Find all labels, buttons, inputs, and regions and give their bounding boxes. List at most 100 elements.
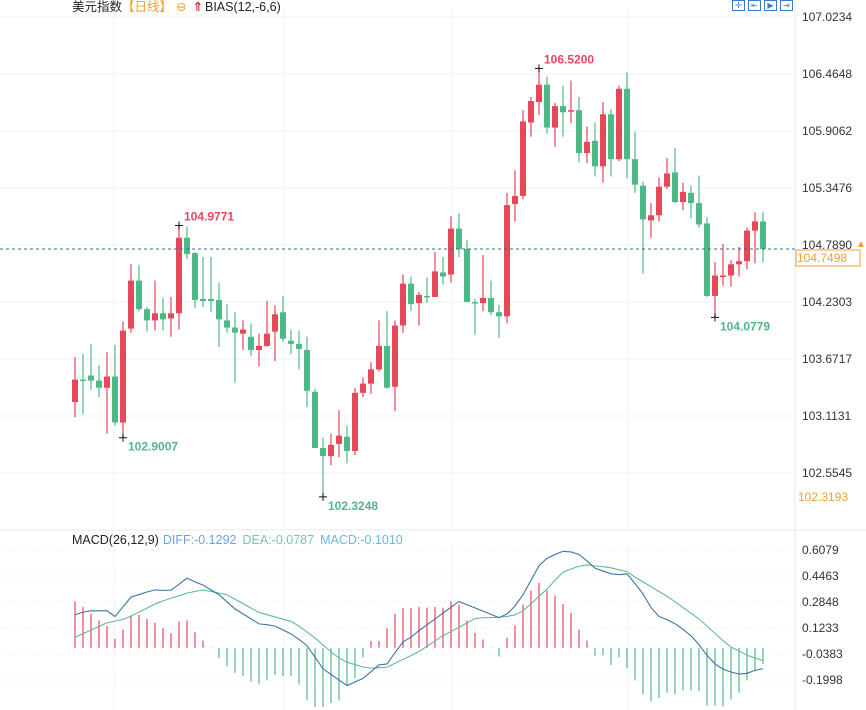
low-price-annotation: 102.9007	[128, 440, 178, 454]
extreme-marker	[119, 433, 127, 442]
candle-body	[752, 221, 758, 231]
candle-body	[568, 110, 574, 112]
price-axis-tick: 103.6717	[802, 352, 852, 366]
diff-value: DIFF:-0.1292	[162, 533, 237, 547]
candle	[312, 388, 318, 448]
candle-body	[584, 141, 590, 154]
candle	[488, 280, 494, 316]
candle	[480, 255, 486, 312]
candle	[496, 305, 502, 338]
candle	[440, 257, 446, 285]
play-icon[interactable]: ▶	[764, 0, 777, 11]
candle	[584, 126, 590, 164]
candle-body	[136, 280, 142, 310]
candle	[640, 181, 646, 274]
indicator-name[interactable]: BIAS(12,-6,6)	[205, 0, 281, 14]
extreme-marker	[319, 492, 327, 501]
candle-body	[112, 376, 118, 423]
candle-body	[104, 376, 110, 388]
macd-value: MACD:-0.1010	[320, 533, 403, 547]
high-price-annotation: 106.5200	[544, 52, 594, 66]
candle-body	[152, 313, 158, 321]
candle-body	[320, 447, 326, 457]
candle	[512, 170, 518, 222]
candle	[408, 276, 414, 312]
candle	[624, 72, 630, 179]
candle	[592, 122, 598, 177]
circle-minus-icon[interactable]: ⊖	[176, 0, 187, 14]
candle-body	[680, 191, 686, 203]
red-up-arrow-icon[interactable]: ⇑	[192, 0, 203, 14]
dea-line	[74, 564, 764, 669]
candle	[544, 76, 550, 134]
candle	[296, 330, 302, 370]
candle-body	[704, 223, 710, 296]
crosshair-icon[interactable]: ✛	[732, 0, 745, 11]
candle	[688, 185, 694, 219]
candle	[200, 257, 206, 308]
candle-body	[720, 275, 726, 278]
candle	[224, 304, 230, 333]
candle-body	[432, 271, 438, 297]
candle-body	[88, 375, 94, 381]
range-low-label: 102.3193	[798, 490, 848, 504]
candle-body	[688, 192, 694, 204]
price-axis-tick: 103.1131	[802, 409, 851, 423]
candle	[328, 433, 334, 466]
candle-body	[80, 379, 86, 382]
candle	[88, 343, 94, 390]
candle	[360, 377, 366, 397]
macd-axis-tick: 0.1233	[802, 621, 839, 635]
symbol-name: 美元指数	[72, 0, 123, 14]
high-price-annotation: 104.9771	[184, 210, 234, 224]
candle	[736, 246, 742, 277]
candle	[552, 103, 558, 147]
candle	[760, 212, 766, 263]
macd-axis-tick: 0.4463	[802, 569, 839, 583]
price-axis-tick: 104.7890	[802, 238, 852, 252]
candle-body	[608, 114, 614, 160]
candle-body	[392, 325, 398, 387]
candle	[752, 212, 758, 264]
zoom-left-icon[interactable]: ⇤	[748, 0, 761, 11]
low-price-annotation: 104.0779	[720, 319, 770, 333]
candle-body	[488, 297, 494, 313]
candle-body	[168, 313, 174, 319]
candle-body	[248, 336, 254, 350]
timeframe-selector[interactable]: 【日线】	[122, 0, 173, 14]
jump-end-icon[interactable]: ⇥	[780, 0, 793, 11]
candle-body	[72, 379, 78, 403]
candle	[184, 226, 190, 260]
candle-body	[448, 228, 454, 275]
price-axis-tick: 105.9062	[802, 124, 852, 138]
candle	[472, 298, 478, 335]
candle-body	[344, 436, 350, 452]
candle-body	[232, 327, 238, 333]
candle	[568, 80, 574, 124]
low-price-annotation: 102.3248	[328, 499, 378, 513]
candle-body	[376, 345, 382, 370]
candle-body	[280, 312, 286, 339]
candle-body	[632, 159, 638, 185]
macd-axis-tick: 0.6079	[802, 543, 839, 557]
candle-body	[480, 297, 486, 304]
dea-value: DEA:-0.0787	[242, 533, 315, 547]
candle	[464, 239, 470, 303]
candle	[232, 312, 238, 383]
macd-title: MACD(26,12,9)	[72, 533, 159, 547]
candle	[520, 110, 526, 199]
candle-body	[368, 369, 374, 384]
candle-body	[208, 298, 214, 302]
candle	[272, 305, 278, 362]
candle-body	[472, 302, 478, 304]
candle-body	[512, 195, 518, 205]
candle	[432, 252, 438, 297]
candle	[608, 109, 614, 177]
candle	[712, 262, 718, 318]
candle	[376, 320, 382, 372]
candle	[600, 102, 606, 183]
candle	[344, 425, 350, 464]
candle	[416, 291, 422, 326]
candle	[632, 131, 638, 193]
